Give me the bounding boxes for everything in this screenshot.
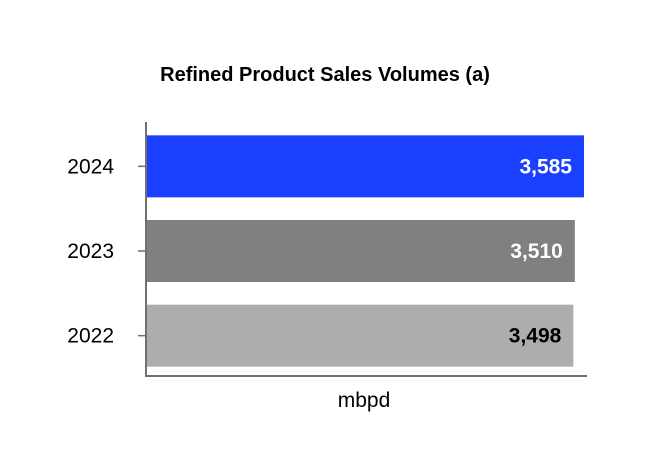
chart-title: Refined Product Sales Volumes (a) — [160, 64, 490, 86]
axis-lines — [145, 122, 587, 377]
bar-2023 — [147, 220, 575, 282]
data-label-2023: 3,510 — [510, 240, 563, 263]
data-label-2024: 3,585 — [519, 155, 572, 178]
bar-2022 — [147, 304, 574, 367]
x-axis-label: mbpd — [338, 389, 391, 412]
y-tick-label-2024: 2024 — [67, 155, 114, 178]
data-labels: 3,585 3,510 3,498 — [509, 155, 573, 347]
data-label-2022: 3,498 — [509, 325, 562, 348]
y-axis-ticks — [138, 165, 146, 337]
bars-group — [147, 135, 584, 367]
y-tick-label-2023: 2023 — [67, 240, 114, 263]
y-tick-label-2022: 2022 — [67, 325, 114, 348]
bar-2024 — [147, 135, 584, 198]
y-axis-tick-labels: 2024 2023 2022 — [67, 155, 114, 347]
